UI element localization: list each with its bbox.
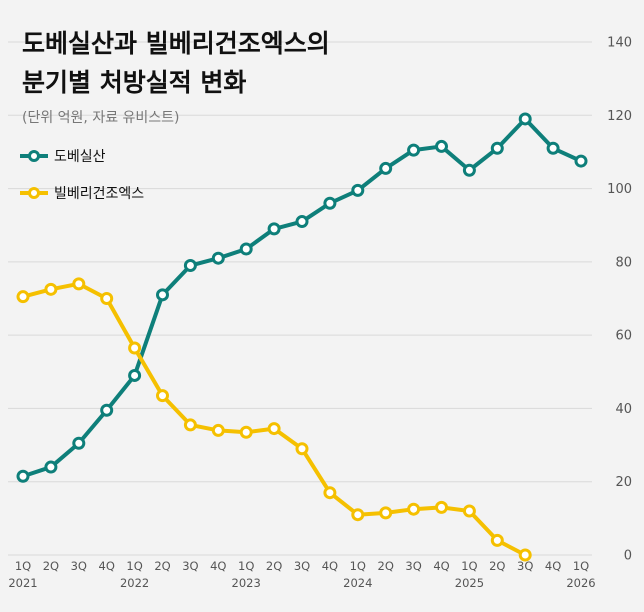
x-tick-label: 3Q [71,559,87,573]
data-point [16,290,30,304]
y-tick-label: 120 [607,109,632,124]
y-tick-label: 40 [615,402,632,417]
data-point [407,143,421,157]
data-point [435,500,448,514]
x-tick-label: 2Q [43,559,59,573]
y-tick-label: 140 [607,36,632,51]
x-tick-label: 4Q [545,559,561,573]
data-point [351,183,365,197]
data-point [239,242,253,256]
data-point [295,215,309,229]
x-tick-label: 1Q [238,559,254,573]
x-tick-label: 4Q [433,559,449,573]
year-label: 2026 [566,576,595,590]
x-tick-label: 1Q [461,559,477,573]
x-tick-label: 2Q [154,559,170,573]
year-label: 2025 [455,576,484,590]
marker-layer [16,112,588,562]
data-point [379,161,393,175]
data-point [183,418,197,432]
data-point [490,141,504,155]
year-label: 2023 [232,576,261,590]
x-tick-label: 2Q [378,559,394,573]
data-point [72,436,86,450]
x-tick-label: 3Q [405,559,421,573]
legend-label-dobesilate: 도베실산 [54,149,106,165]
data-point [462,504,476,518]
legend: 도베실산 빌베리건조엑스 [20,149,144,202]
x-tick-label: 1Q [573,559,589,573]
y-tick-label: 100 [607,182,632,197]
data-point [100,403,114,417]
x-tick-label: 3Q [517,559,533,573]
year-label: 2022 [120,576,149,590]
data-point [490,533,504,547]
data-point [211,251,225,265]
chart-title-line1: 도베실산과 빌베리건조엑스의 [22,29,330,58]
data-point [183,259,197,273]
x-tick-label: 1Q [15,559,31,573]
x-tick-label: 4Q [99,559,115,573]
y-tick-label: 80 [615,255,632,270]
y-tick-label: 0 [624,549,632,564]
x-tick-label: 1Q [350,559,366,573]
data-point [546,141,560,155]
axis-labels: 0 20 40 60 80 100 120 140 1Q 2Q 3Q 4Q 1Q 2Q 3Q 4Q 1Q 2Q 3Q… [8,36,632,591]
year-label: 2021 [8,576,37,590]
x-tick-label: 2Q [266,559,282,573]
data-point [72,277,86,291]
data-point [100,292,114,305]
x-tick-label: 4Q [210,559,226,573]
data-point [435,139,448,153]
data-point [351,508,365,522]
data-point [156,389,169,403]
data-point [323,196,337,210]
data-point [574,154,588,168]
x-tick-label: 3Q [182,559,198,573]
data-point [128,341,142,355]
data-point [323,486,337,500]
data-point [518,112,532,126]
x-tick-label: 1Q [126,559,142,573]
data-point [462,163,476,177]
chart-title-line2: 분기별 처방실적 변화 [22,68,246,97]
data-point [518,548,532,562]
legend-marker-dobesilate [28,150,40,162]
data-point [379,506,393,520]
data-point [407,502,421,516]
x-tick-label: 2Q [489,559,505,573]
data-point [211,423,225,437]
x-tick-label: 3Q [294,559,310,573]
data-point [267,222,281,236]
data-point [44,460,58,474]
data-point [295,442,309,456]
year-label: 2024 [343,576,372,590]
legend-label-bilberry: 빌베리건조엑스 [54,186,144,202]
data-point [16,469,30,483]
chart-subtitle: (단위 억원, 자료 유비스트) [22,110,180,126]
data-point [156,288,169,302]
series-layer [22,116,582,557]
y-tick-label: 60 [615,329,632,344]
y-tick-label: 20 [615,475,632,490]
data-point [128,368,142,382]
data-point [44,282,58,296]
x-tick-label: 4Q [322,559,338,573]
legend-marker-bilberry [28,187,40,199]
data-point [239,425,253,439]
data-point [267,422,281,436]
